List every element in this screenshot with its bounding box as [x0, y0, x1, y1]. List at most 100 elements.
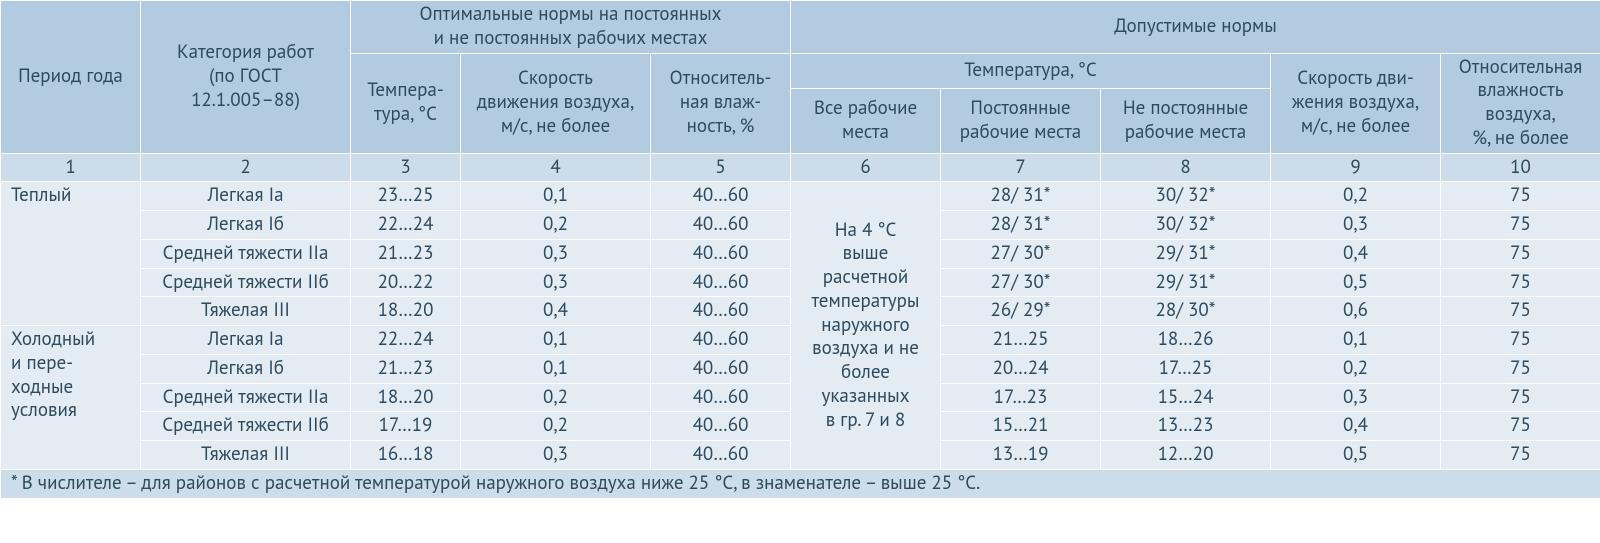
colnum: 5 — [651, 153, 791, 182]
colnum: 4 — [461, 153, 651, 182]
norms-table: Период года Категория работ(по ГОСТ12.1.… — [0, 0, 1600, 499]
cell: 17…23 — [941, 383, 1101, 412]
cell: 0,1 — [461, 326, 651, 355]
cell: 40…60 — [651, 326, 791, 355]
cell: 13…23 — [1101, 412, 1271, 441]
cell: 18…26 — [1101, 326, 1271, 355]
cell: 40…60 — [651, 297, 791, 326]
cell: 0,2 — [461, 383, 651, 412]
cell: 0,2 — [461, 412, 651, 441]
cell: 75 — [1441, 297, 1600, 326]
cell: 40…60 — [651, 383, 791, 412]
cell: Средней тяжести IIа — [141, 239, 351, 268]
colnum: 7 — [941, 153, 1101, 182]
cell: Тяжелая III — [141, 441, 351, 470]
cell: 27/ 30* — [941, 239, 1101, 268]
cell: 0,3 — [1271, 383, 1441, 412]
cell: 27/ 30* — [941, 268, 1101, 297]
cell: 28/ 30* — [1101, 297, 1271, 326]
cell: 75 — [1441, 268, 1600, 297]
period-cold: Холодныйи пере-ходныеусловия — [1, 326, 141, 470]
cell: 21…23 — [351, 354, 461, 383]
cell: 0,5 — [1271, 441, 1441, 470]
period-warm: Теплый — [1, 182, 141, 326]
colnum: 6 — [791, 153, 941, 182]
cell: Средней тяжести IIб — [141, 412, 351, 441]
cell: 17…25 — [1101, 354, 1271, 383]
cell: 75 — [1441, 412, 1600, 441]
cell: 40…60 — [651, 182, 791, 211]
cell: Легкая Iа — [141, 326, 351, 355]
hdr-opt-temp: Темпера-тура, °C — [351, 53, 461, 153]
cell: 12…20 — [1101, 441, 1271, 470]
cell: 75 — [1441, 326, 1600, 355]
hdr-perm-speed: Скорость дви-жения воздуха,м/с, не более — [1271, 53, 1441, 153]
cell: 15…24 — [1101, 383, 1271, 412]
cell: 40…60 — [651, 268, 791, 297]
colnum: 9 — [1271, 153, 1441, 182]
hdr-category: Категория работ(по ГОСТ12.1.005–88) — [141, 1, 351, 154]
cell: 22…24 — [351, 326, 461, 355]
cell: 0,6 — [1271, 297, 1441, 326]
cell: 75 — [1441, 354, 1600, 383]
cell: Средней тяжести IIб — [141, 268, 351, 297]
cell: 30/ 32* — [1101, 211, 1271, 240]
cell: 40…60 — [651, 354, 791, 383]
cell: 0,2 — [461, 211, 651, 240]
col6-note: На 4 °Cвышерасчетнойтемпературынаружного… — [791, 182, 941, 470]
cell: 0,2 — [1271, 182, 1441, 211]
cell: 0,1 — [1271, 326, 1441, 355]
cell: Легкая Iб — [141, 211, 351, 240]
cell: 21…25 — [941, 326, 1101, 355]
hdr-opt-humidity: Относитель-ная влаж-ность, % — [651, 53, 791, 153]
cell: 40…60 — [651, 441, 791, 470]
cell: 16…18 — [351, 441, 461, 470]
cell: 40…60 — [651, 412, 791, 441]
cell: 40…60 — [651, 239, 791, 268]
cell: 0,1 — [461, 182, 651, 211]
hdr-optimal: Оптимальные нормы на постоянныхи не пост… — [351, 1, 791, 54]
cell: 18…20 — [351, 383, 461, 412]
cell: 75 — [1441, 182, 1600, 211]
cell: Тяжелая III — [141, 297, 351, 326]
hdr-all-places: Все рабочиеместа — [791, 88, 941, 153]
cell: 75 — [1441, 441, 1600, 470]
colnum: 8 — [1101, 153, 1271, 182]
cell: 18…20 — [351, 297, 461, 326]
cell: 26/ 29* — [941, 297, 1101, 326]
colnum: 2 — [141, 153, 351, 182]
cell: 0,4 — [1271, 412, 1441, 441]
cell: 75 — [1441, 239, 1600, 268]
cell: 20…24 — [941, 354, 1101, 383]
cell: 29/ 31* — [1101, 268, 1271, 297]
cell: 75 — [1441, 211, 1600, 240]
cell: 21…23 — [351, 239, 461, 268]
cell: 30/ 32* — [1101, 182, 1271, 211]
hdr-nonperm-places: Не постоянныерабочие места — [1101, 88, 1271, 153]
colnum: 3 — [351, 153, 461, 182]
cell: 13…19 — [941, 441, 1101, 470]
cell: 22…24 — [351, 211, 461, 240]
colnum: 10 — [1441, 153, 1600, 182]
cell: 0,3 — [461, 239, 651, 268]
cell: Легкая Iб — [141, 354, 351, 383]
hdr-permissible: Допустимые нормы — [791, 1, 1600, 54]
cell: 0,1 — [461, 354, 651, 383]
cell: 28/ 31* — [941, 211, 1101, 240]
cell: 40…60 — [651, 211, 791, 240]
cell: 0,3 — [461, 268, 651, 297]
hdr-perm-humidity: Относительнаявлажность воздуха,%, не бол… — [1441, 53, 1600, 153]
cell: 23…25 — [351, 182, 461, 211]
column-number-row: 1 2 3 4 5 6 7 8 9 10 — [1, 153, 1600, 182]
hdr-perm-temp: Температура, °C — [791, 53, 1271, 88]
footnote: * В числителе – для районов с расчетной … — [1, 469, 1600, 498]
cell: Средней тяжести IIа — [141, 383, 351, 412]
hdr-perm-places: Постоянныерабочие места — [941, 88, 1101, 153]
cell: 0,2 — [1271, 354, 1441, 383]
cell: 0,5 — [1271, 268, 1441, 297]
hdr-period: Период года — [1, 1, 141, 154]
cell: 20…22 — [351, 268, 461, 297]
colnum: 1 — [1, 153, 141, 182]
cell: 75 — [1441, 383, 1600, 412]
cell: 29/ 31* — [1101, 239, 1271, 268]
